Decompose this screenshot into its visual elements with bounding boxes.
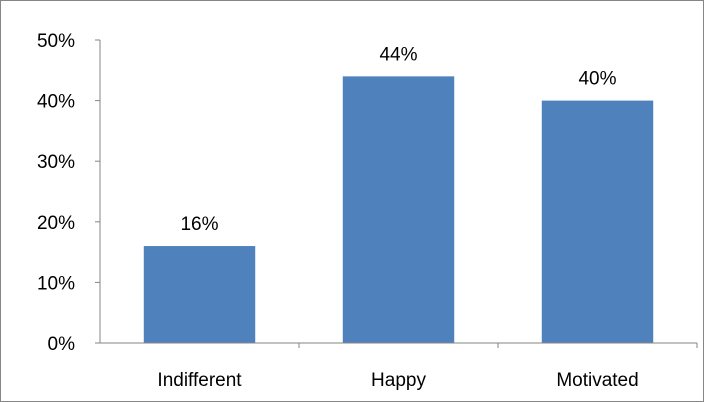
data-labels: 16% 44% 40% bbox=[180, 44, 616, 235]
data-label-indifferent: 16% bbox=[180, 214, 218, 235]
y-tick-label: 40% bbox=[37, 92, 75, 113]
bar-happy bbox=[342, 76, 455, 344]
y-tick-label: 10% bbox=[37, 273, 75, 294]
category-label-indifferent: Indifferent bbox=[157, 370, 242, 391]
y-tick-label: 30% bbox=[37, 152, 75, 173]
category-label-happy: Happy bbox=[371, 370, 426, 391]
data-label-motivated: 40% bbox=[578, 69, 616, 90]
bars bbox=[143, 76, 654, 344]
y-axis-tick-labels: 0% 10% 20% 30% 40% 50% bbox=[37, 31, 100, 355]
bar-indifferent bbox=[143, 246, 256, 343]
category-label-motivated: Motivated bbox=[556, 370, 638, 391]
y-tick-label: 0% bbox=[48, 334, 76, 355]
bar-motivated bbox=[541, 100, 654, 343]
y-tick-label: 20% bbox=[37, 213, 75, 234]
x-axis-category-labels: Indifferent Happy Motivated bbox=[157, 343, 698, 391]
y-tick-label: 50% bbox=[37, 31, 75, 52]
data-label-happy: 44% bbox=[379, 44, 417, 65]
